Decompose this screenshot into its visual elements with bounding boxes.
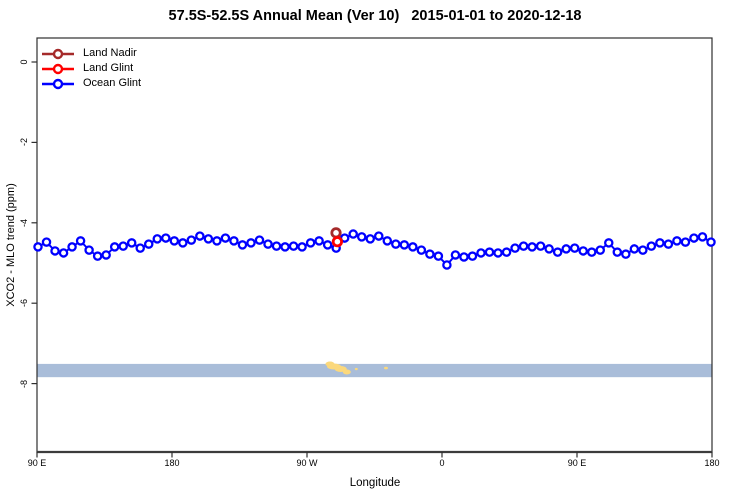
x-tick-label: 90 E (567, 458, 587, 468)
legend-item-land-glint: Land Glint (41, 61, 141, 76)
x-tick-label: 0 (439, 458, 445, 468)
y-tick-label: -8 (19, 379, 29, 388)
legend: Land Nadir Land Glint Ocean Glint (41, 46, 141, 91)
y-tick-label: -2 (19, 138, 29, 147)
y-tick-label: 0 (19, 59, 29, 65)
x-tick-label: 180 (704, 458, 720, 468)
ocean-glint-marker-icon (42, 78, 74, 89)
x-tick-label: 90 W (296, 458, 318, 468)
chart-title: 57.5S-52.5S Annual Mean (Ver 10) 2015-01… (168, 8, 582, 24)
y-tick-label: -4 (19, 218, 29, 227)
legend-label: Ocean Glint (83, 77, 142, 89)
legend-label: Land Nadir (83, 47, 137, 59)
land-nadir-marker-icon (42, 48, 74, 59)
legend-item-land-nadir: Land Nadir (41, 46, 141, 61)
y-axis-label: XCO2 - MLO trend (ppm) (5, 183, 17, 307)
x-axis-label: Longitude (349, 477, 401, 489)
x-tick-label: 180 (164, 458, 180, 468)
legend-label: Land Glint (83, 62, 134, 74)
legend-item-ocean-glint: Ocean Glint (41, 76, 141, 91)
x-tick-label: 90 E (27, 458, 47, 468)
land-glint-marker-icon (42, 63, 74, 74)
y-tick-label: -6 (19, 299, 29, 308)
